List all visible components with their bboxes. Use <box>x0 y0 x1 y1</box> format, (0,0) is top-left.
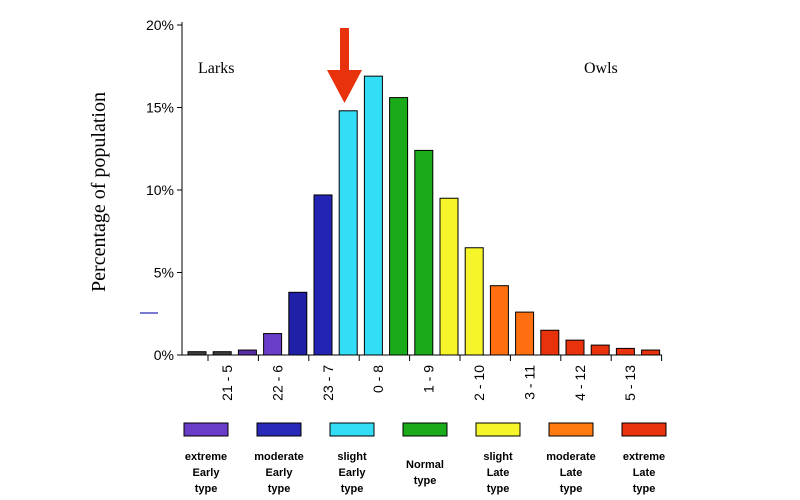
legend-label: type <box>268 483 291 495</box>
legend-label: moderate <box>546 451 596 463</box>
y-tick-label: 10% <box>146 182 174 198</box>
bar <box>565 339 585 356</box>
bar <box>489 285 509 356</box>
bar <box>414 149 434 356</box>
x-tick-label: 23 - 7 <box>320 365 336 401</box>
legend-label: Normal <box>406 459 444 471</box>
legend-label: Late <box>560 467 583 479</box>
x-tick-label: 4 - 12 <box>572 365 588 401</box>
legend-swatch <box>621 422 667 437</box>
x-tick-labels: 21 - 5 22 - 6 23 - 7 0 - 8 1 - 9 2 - 10 3 - 11… <box>207 355 663 401</box>
legend-label: Early <box>193 467 221 479</box>
legend-item: slight Early type <box>329 422 375 495</box>
bar <box>389 97 409 356</box>
legend-item: slight Late type <box>475 422 521 495</box>
legend-item: moderate Early type <box>254 422 304 495</box>
legend-label: type <box>560 483 583 495</box>
bar <box>515 311 535 356</box>
legend-swatch <box>475 422 521 437</box>
bar <box>237 349 257 356</box>
y-tick-label: 15% <box>146 100 174 116</box>
y-tick-label: 20% <box>146 17 174 33</box>
x-tick-label: 5 - 13 <box>622 365 638 401</box>
legend-item: extreme Late type <box>621 422 667 495</box>
axes: 0% 5% 10% 15% 20% <box>146 17 662 363</box>
bar <box>288 291 308 356</box>
larks-label: Larks <box>198 60 234 77</box>
legend-label: Early <box>339 467 367 479</box>
owls-label: Owls <box>584 60 618 77</box>
bar <box>540 329 560 356</box>
arrow-head <box>327 70 362 103</box>
y-tick-label: 0% <box>154 347 174 363</box>
x-tick-label: 22 - 6 <box>269 365 285 401</box>
legend-label: type <box>414 475 437 487</box>
x-tick-label: 0 - 8 <box>370 365 386 393</box>
bar <box>338 110 358 356</box>
legend-label: slight <box>483 451 513 463</box>
y-axis-label: Percentage of population <box>88 92 110 292</box>
legend-swatch <box>329 422 375 437</box>
x-tick-label: 21 - 5 <box>219 365 235 401</box>
legend-item: extreme Early type <box>183 422 229 495</box>
bar <box>590 344 610 356</box>
legend-label: type <box>341 483 364 495</box>
legend-label: slight <box>337 451 367 463</box>
legend-label: type <box>487 483 510 495</box>
bar <box>187 351 207 356</box>
bar <box>363 75 383 356</box>
legend-swatch <box>183 422 229 437</box>
x-tick-label: 1 - 9 <box>421 365 437 393</box>
legend-swatch <box>256 422 302 437</box>
bar <box>615 347 635 356</box>
legend-label: extreme <box>623 451 665 463</box>
legend: extreme Early type moderate Early type slight E… <box>183 422 667 495</box>
bar <box>212 351 232 356</box>
y-tick-label: 5% <box>154 265 174 281</box>
bars <box>187 75 661 356</box>
highlight-arrow <box>327 28 362 103</box>
bar <box>641 349 661 356</box>
bar <box>464 247 484 356</box>
x-tick-label: 2 - 10 <box>471 365 487 401</box>
legend-label: type <box>195 483 218 495</box>
arrow-shaft <box>340 28 349 72</box>
legend-item: moderate Late type <box>546 422 596 495</box>
legend-label: Early <box>266 467 294 479</box>
legend-item: Normal type <box>402 422 448 487</box>
bar <box>263 333 283 356</box>
legend-label: moderate <box>254 451 304 463</box>
legend-label: Late <box>633 467 656 479</box>
x-tick-label: 3 - 11 <box>521 365 537 400</box>
legend-label: Late <box>487 467 510 479</box>
bar <box>313 194 333 356</box>
legend-label: type <box>633 483 656 495</box>
legend-swatch <box>402 422 448 437</box>
bar <box>439 197 459 356</box>
legend-label: extreme <box>185 451 227 463</box>
legend-swatch <box>548 422 594 437</box>
